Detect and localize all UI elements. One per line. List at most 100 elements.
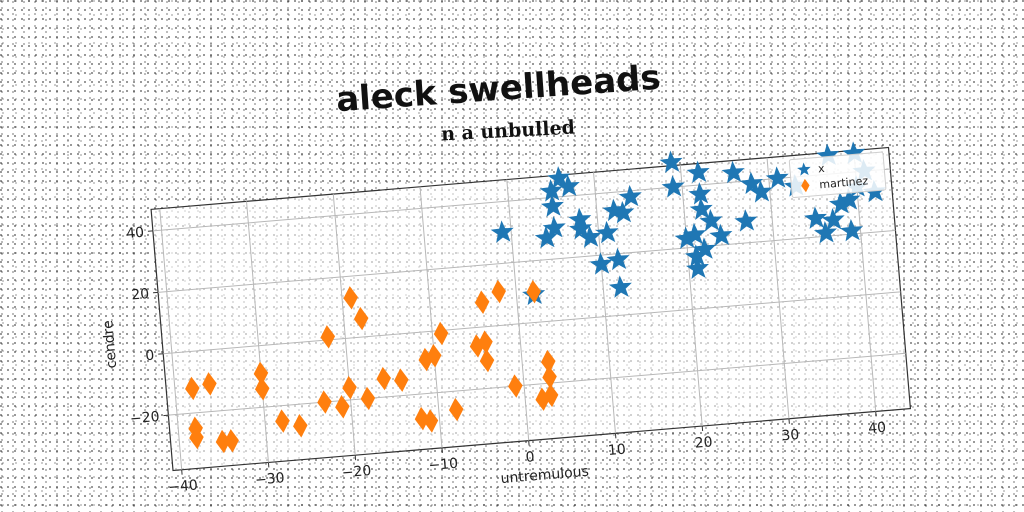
x-point <box>837 188 861 211</box>
x-point <box>699 209 723 232</box>
x-point <box>693 237 717 260</box>
grid <box>152 150 906 470</box>
x-point <box>661 175 685 198</box>
martinez-point <box>253 361 269 386</box>
martinez-point <box>426 344 442 368</box>
x-point <box>606 247 630 271</box>
x-point <box>804 206 828 229</box>
x-point <box>840 218 864 242</box>
martinez-point <box>185 376 200 401</box>
x-tick-label: −10 <box>428 456 459 474</box>
martinez-point <box>320 325 336 349</box>
ticks: −40 −30 −20 −10 0 10 20 30 40 −20 0 20 40 <box>126 225 887 496</box>
x-point <box>739 171 763 195</box>
x-point <box>686 160 710 184</box>
martinez-point <box>394 368 409 392</box>
martinez-point <box>414 406 430 431</box>
x-point <box>542 215 566 239</box>
x-point <box>685 256 709 280</box>
legend-star-icon <box>797 162 811 176</box>
data-points <box>185 141 886 454</box>
x-gridline <box>766 157 790 419</box>
x-tick-label: 40 <box>868 420 887 437</box>
x-point <box>749 180 773 203</box>
x-point <box>578 225 602 248</box>
x-tick-label: −30 <box>254 470 285 488</box>
x-tick-label: −40 <box>168 477 199 495</box>
x-point <box>683 222 707 246</box>
martinez-point <box>423 409 439 433</box>
martinez-point <box>479 348 495 373</box>
x-axis-label: untremulous <box>500 464 589 487</box>
x-point <box>490 220 514 243</box>
chart-title: aleck swellheads <box>335 58 662 121</box>
martinez-point <box>254 377 270 401</box>
martinez-point <box>293 414 308 438</box>
x-point <box>539 179 563 202</box>
martinez-point <box>343 286 358 310</box>
x-tick-label: −20 <box>341 463 372 481</box>
x-point <box>611 200 635 224</box>
x-tick-label: 0 <box>525 449 535 466</box>
martinez-point <box>317 390 332 414</box>
x-point <box>721 160 745 184</box>
legend-label-martinez: martinez <box>819 174 869 191</box>
x-point <box>589 252 613 275</box>
x-gridline <box>679 164 703 427</box>
martinez-point <box>474 290 490 314</box>
y-gridline <box>163 291 901 355</box>
x-point <box>709 223 733 247</box>
martinez-point <box>526 279 541 304</box>
legend-diamond-icon <box>801 178 810 193</box>
martinez-point <box>376 366 391 391</box>
x-point <box>569 216 593 240</box>
x-gridline <box>853 150 877 412</box>
x-tick-label: 20 <box>694 434 713 451</box>
x-tick-label: 30 <box>781 427 800 444</box>
martinez-point <box>360 386 376 411</box>
x-point <box>568 207 592 231</box>
x-gridline <box>332 194 356 456</box>
x-point <box>765 166 789 189</box>
martinez-point <box>275 409 290 433</box>
martinez-point <box>353 306 369 331</box>
x-gridline <box>506 179 530 441</box>
legend-label-x: x <box>817 162 825 176</box>
x-point <box>534 225 558 249</box>
y-tick-label: 0 <box>145 348 155 365</box>
legend: x martinez <box>788 151 887 199</box>
x-point <box>821 208 845 231</box>
x-point <box>689 197 713 220</box>
y-tick-label: −20 <box>129 409 160 427</box>
x-point <box>734 209 758 232</box>
martinez-point <box>202 372 217 396</box>
martinez-point <box>542 365 557 389</box>
martinez-point <box>448 397 464 422</box>
legend-marker-x <box>797 162 811 176</box>
x-point <box>556 174 580 198</box>
x-point <box>595 220 619 244</box>
x-point <box>813 221 837 244</box>
x-point <box>540 194 564 217</box>
x-gridline <box>419 186 443 448</box>
x-gridline <box>593 172 616 434</box>
legend-box <box>788 151 887 199</box>
y-tick-label: 20 <box>131 286 150 303</box>
martinez-point <box>189 425 204 450</box>
x-point <box>618 184 642 208</box>
y-gridline <box>168 352 906 416</box>
martinez-point <box>508 374 523 398</box>
y-gridline <box>152 168 891 232</box>
plot-area: −40 −30 −20 −10 0 10 20 30 40 −20 0 20 40 untremulou… <box>100 141 912 496</box>
x-gridline <box>246 201 269 463</box>
martinez-point <box>433 321 449 346</box>
chart-subtitle: n a unbulled <box>441 117 576 146</box>
martinez-point <box>491 279 506 304</box>
x-gridline <box>159 208 183 470</box>
y-axis-label: cendre <box>100 320 120 369</box>
x-point <box>659 150 683 173</box>
x-tick-label: 10 <box>607 442 626 459</box>
x-point <box>608 275 632 298</box>
